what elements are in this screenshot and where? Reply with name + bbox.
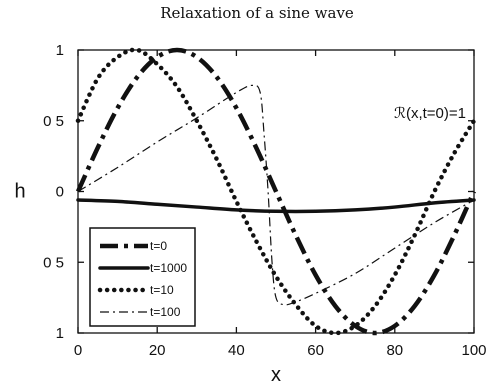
chart-title: Relaxation of a sine wave — [160, 4, 354, 22]
y-tick-label: 0 5 — [43, 254, 64, 271]
legend-label: t=1000 — [150, 261, 187, 275]
series-line-t-0 — [75, 47, 477, 336]
series-line-t-10 — [75, 47, 477, 336]
legend-label: t=100 — [150, 305, 181, 319]
x-tick-label: 0 — [74, 342, 82, 359]
x-tick-label: 40 — [228, 342, 245, 359]
y-tick-label: 0 — [56, 184, 64, 201]
legend-label: t=0 — [150, 239, 167, 253]
chart-annotation: ℛ(x,t=0)=1 — [394, 105, 466, 122]
x-tick-label: 80 — [386, 342, 403, 359]
x-tick-label: 100 — [461, 342, 486, 359]
series-line-t-100 — [77, 84, 475, 306]
y-tick-label: 0 5 — [43, 113, 64, 130]
x-axis-label: x — [271, 364, 281, 386]
legend-label: t=10 — [150, 283, 174, 297]
y-axis-label: h — [14, 181, 25, 203]
series-line-t-1000 — [76, 198, 476, 214]
x-tick-label: 20 — [149, 342, 166, 359]
y-tick-label: 1 — [56, 42, 64, 59]
legend: t=0 t=1000 t=10 t=100 — [89, 227, 196, 327]
x-tick-label: 60 — [307, 342, 324, 359]
y-tick-label: 1 — [56, 325, 64, 342]
series-layer — [75, 47, 477, 336]
